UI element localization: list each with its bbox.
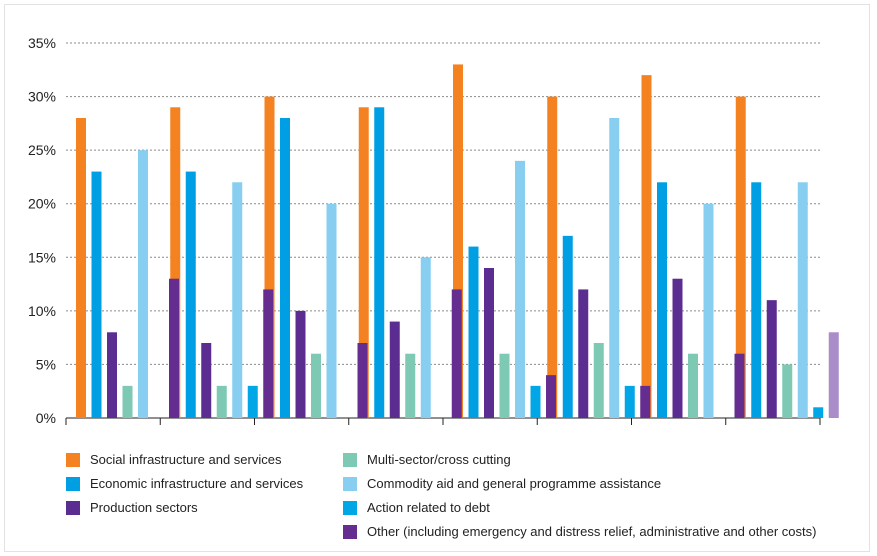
legend-item-other: Other (including emergency and distress …: [343, 524, 816, 539]
bar-chart: 0% 5% 10% 15% 20% 25% 30% 35%: [28, 35, 839, 426]
bar: [170, 107, 181, 419]
bar: [703, 203, 714, 418]
chart-frame: [4, 4, 870, 552]
legend-swatch: [66, 452, 80, 467]
bar: [389, 321, 400, 418]
legend-swatch: [343, 476, 357, 491]
legend-item-economic: Economic infrastructure and services: [66, 476, 303, 491]
bar: [624, 385, 635, 418]
bar: [640, 385, 651, 418]
legend-swatch: [343, 500, 357, 515]
bar: [107, 332, 117, 418]
bar: [453, 64, 463, 418]
legend-swatch: [343, 524, 357, 539]
bar: [295, 310, 306, 418]
bar: [735, 96, 746, 419]
legend-label: Commodity aid and general programme assi…: [367, 476, 662, 491]
legend-item-social: Social infrastructure and services: [66, 452, 281, 467]
bar: [468, 246, 479, 418]
bar: [311, 353, 321, 418]
bar: [374, 107, 385, 419]
legend-swatch: [66, 500, 80, 515]
bar: [813, 407, 824, 418]
bar: [76, 118, 86, 418]
legend-label: Production sectors: [90, 500, 198, 515]
legend-item-production: Production sectors: [66, 500, 198, 515]
bar: [91, 171, 102, 418]
bar: [169, 278, 179, 418]
bar: [358, 107, 369, 419]
bar: [280, 118, 290, 418]
bar: [185, 171, 196, 418]
bar: [547, 96, 558, 419]
bar: [797, 182, 808, 418]
bar: [451, 289, 462, 418]
bar: [484, 268, 494, 418]
y-tick-label: 20%: [28, 196, 56, 212]
bar: [546, 375, 556, 418]
bar: [138, 150, 148, 418]
bar: [499, 353, 510, 418]
bar: [420, 257, 431, 418]
bar: [247, 385, 258, 418]
bar: [562, 235, 573, 418]
legend-item-multisector: Multi-sector/cross cutting: [343, 452, 511, 467]
legend-label: Action related to debt: [367, 500, 490, 515]
bar: [515, 160, 525, 418]
bar: [578, 289, 589, 418]
bar: [530, 385, 541, 418]
legend-swatch: [66, 476, 80, 491]
bar: [201, 343, 212, 418]
bar: [232, 182, 243, 418]
legend-item-debt: Action related to debt: [343, 500, 490, 515]
legend: Social infrastructure and services Econo…: [66, 452, 876, 552]
bar: [672, 278, 683, 418]
bar: [828, 332, 839, 418]
bar: [734, 353, 745, 418]
legend-swatch: [343, 452, 357, 467]
bar: [263, 289, 274, 418]
legend-label: Multi-sector/cross cutting: [367, 452, 511, 467]
y-tick-label: 0%: [36, 410, 56, 426]
legend-item-commodity: Commodity aid and general programme assi…: [343, 476, 661, 491]
bar: [264, 96, 275, 419]
bar: [405, 353, 416, 418]
bar: [216, 385, 227, 418]
y-tick-label: 15%: [28, 249, 56, 265]
legend-label: Other (including emergency and distress …: [367, 524, 817, 539]
y-tick-label: 35%: [28, 35, 56, 51]
y-tick-label: 5%: [36, 356, 56, 372]
bar: [782, 364, 793, 418]
bar: [751, 182, 762, 418]
legend-label: Economic infrastructure and services: [90, 476, 304, 491]
bar: [357, 343, 368, 418]
bar: [641, 75, 652, 419]
y-tick-label: 10%: [28, 303, 56, 319]
bar: [326, 203, 337, 418]
bar: [609, 118, 620, 418]
bar: [688, 353, 698, 418]
bar: [593, 343, 604, 418]
bar: [657, 182, 667, 418]
y-tick-label: 25%: [28, 142, 56, 158]
y-tick-label: 30%: [28, 89, 56, 105]
bar: [766, 300, 777, 418]
bar: [122, 385, 133, 418]
legend-label: Social infrastructure and services: [90, 452, 282, 467]
